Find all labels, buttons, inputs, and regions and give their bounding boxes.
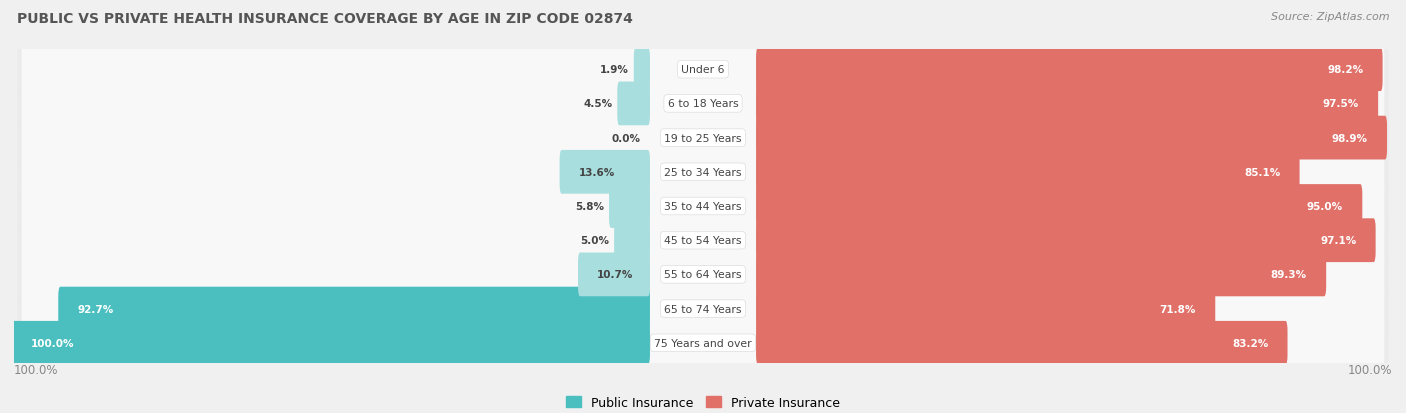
Text: 100.0%: 100.0% <box>31 338 75 348</box>
FancyBboxPatch shape <box>756 219 1375 262</box>
FancyBboxPatch shape <box>13 321 650 365</box>
Text: 10.7%: 10.7% <box>598 270 634 280</box>
FancyBboxPatch shape <box>756 82 1378 126</box>
Text: 92.7%: 92.7% <box>77 304 114 314</box>
Text: 45 to 54 Years: 45 to 54 Years <box>664 236 742 246</box>
FancyBboxPatch shape <box>21 43 1385 97</box>
Text: 98.9%: 98.9% <box>1331 133 1368 143</box>
Text: 97.1%: 97.1% <box>1320 236 1357 246</box>
Text: 100.0%: 100.0% <box>14 363 59 376</box>
FancyBboxPatch shape <box>17 37 1389 103</box>
FancyBboxPatch shape <box>17 71 1389 137</box>
Text: 65 to 74 Years: 65 to 74 Years <box>664 304 742 314</box>
FancyBboxPatch shape <box>578 253 650 297</box>
Text: 5.0%: 5.0% <box>581 236 609 246</box>
FancyBboxPatch shape <box>560 151 650 194</box>
Text: 1.9%: 1.9% <box>600 65 628 75</box>
Text: Under 6: Under 6 <box>682 65 724 75</box>
Text: PUBLIC VS PRIVATE HEALTH INSURANCE COVERAGE BY AGE IN ZIP CODE 02874: PUBLIC VS PRIVATE HEALTH INSURANCE COVER… <box>17 12 633 26</box>
FancyBboxPatch shape <box>756 321 1288 365</box>
FancyBboxPatch shape <box>21 213 1385 268</box>
FancyBboxPatch shape <box>21 316 1385 370</box>
FancyBboxPatch shape <box>756 287 1215 331</box>
Text: 83.2%: 83.2% <box>1232 338 1268 348</box>
FancyBboxPatch shape <box>17 174 1389 239</box>
FancyBboxPatch shape <box>21 145 1385 200</box>
Text: Source: ZipAtlas.com: Source: ZipAtlas.com <box>1271 12 1389 22</box>
FancyBboxPatch shape <box>58 287 650 331</box>
Text: 0.0%: 0.0% <box>612 133 641 143</box>
FancyBboxPatch shape <box>609 185 650 228</box>
Text: 5.8%: 5.8% <box>575 202 605 211</box>
Text: 55 to 64 Years: 55 to 64 Years <box>664 270 742 280</box>
FancyBboxPatch shape <box>17 276 1389 342</box>
FancyBboxPatch shape <box>21 179 1385 234</box>
FancyBboxPatch shape <box>21 247 1385 302</box>
Text: 4.5%: 4.5% <box>583 99 613 109</box>
Text: 75 Years and over: 75 Years and over <box>654 338 752 348</box>
FancyBboxPatch shape <box>614 219 650 262</box>
Text: 35 to 44 Years: 35 to 44 Years <box>664 202 742 211</box>
FancyBboxPatch shape <box>617 82 650 126</box>
FancyBboxPatch shape <box>17 208 1389 273</box>
FancyBboxPatch shape <box>17 105 1389 171</box>
FancyBboxPatch shape <box>756 116 1388 160</box>
Text: 98.2%: 98.2% <box>1327 65 1364 75</box>
FancyBboxPatch shape <box>17 310 1389 376</box>
FancyBboxPatch shape <box>756 253 1326 297</box>
FancyBboxPatch shape <box>756 185 1362 228</box>
FancyBboxPatch shape <box>756 151 1299 194</box>
Text: 19 to 25 Years: 19 to 25 Years <box>664 133 742 143</box>
Text: 25 to 34 Years: 25 to 34 Years <box>664 167 742 177</box>
Text: 6 to 18 Years: 6 to 18 Years <box>668 99 738 109</box>
FancyBboxPatch shape <box>17 242 1389 308</box>
Text: 89.3%: 89.3% <box>1271 270 1308 280</box>
Text: 85.1%: 85.1% <box>1244 167 1281 177</box>
FancyBboxPatch shape <box>21 76 1385 132</box>
Legend: Public Insurance, Private Insurance: Public Insurance, Private Insurance <box>561 391 845 413</box>
FancyBboxPatch shape <box>634 48 650 92</box>
FancyBboxPatch shape <box>21 111 1385 166</box>
Text: 97.5%: 97.5% <box>1323 99 1358 109</box>
FancyBboxPatch shape <box>17 140 1389 205</box>
Text: 95.0%: 95.0% <box>1308 202 1343 211</box>
Text: 100.0%: 100.0% <box>1347 363 1392 376</box>
FancyBboxPatch shape <box>21 281 1385 337</box>
Text: 71.8%: 71.8% <box>1160 304 1197 314</box>
FancyBboxPatch shape <box>756 48 1382 92</box>
Text: 13.6%: 13.6% <box>579 167 616 177</box>
